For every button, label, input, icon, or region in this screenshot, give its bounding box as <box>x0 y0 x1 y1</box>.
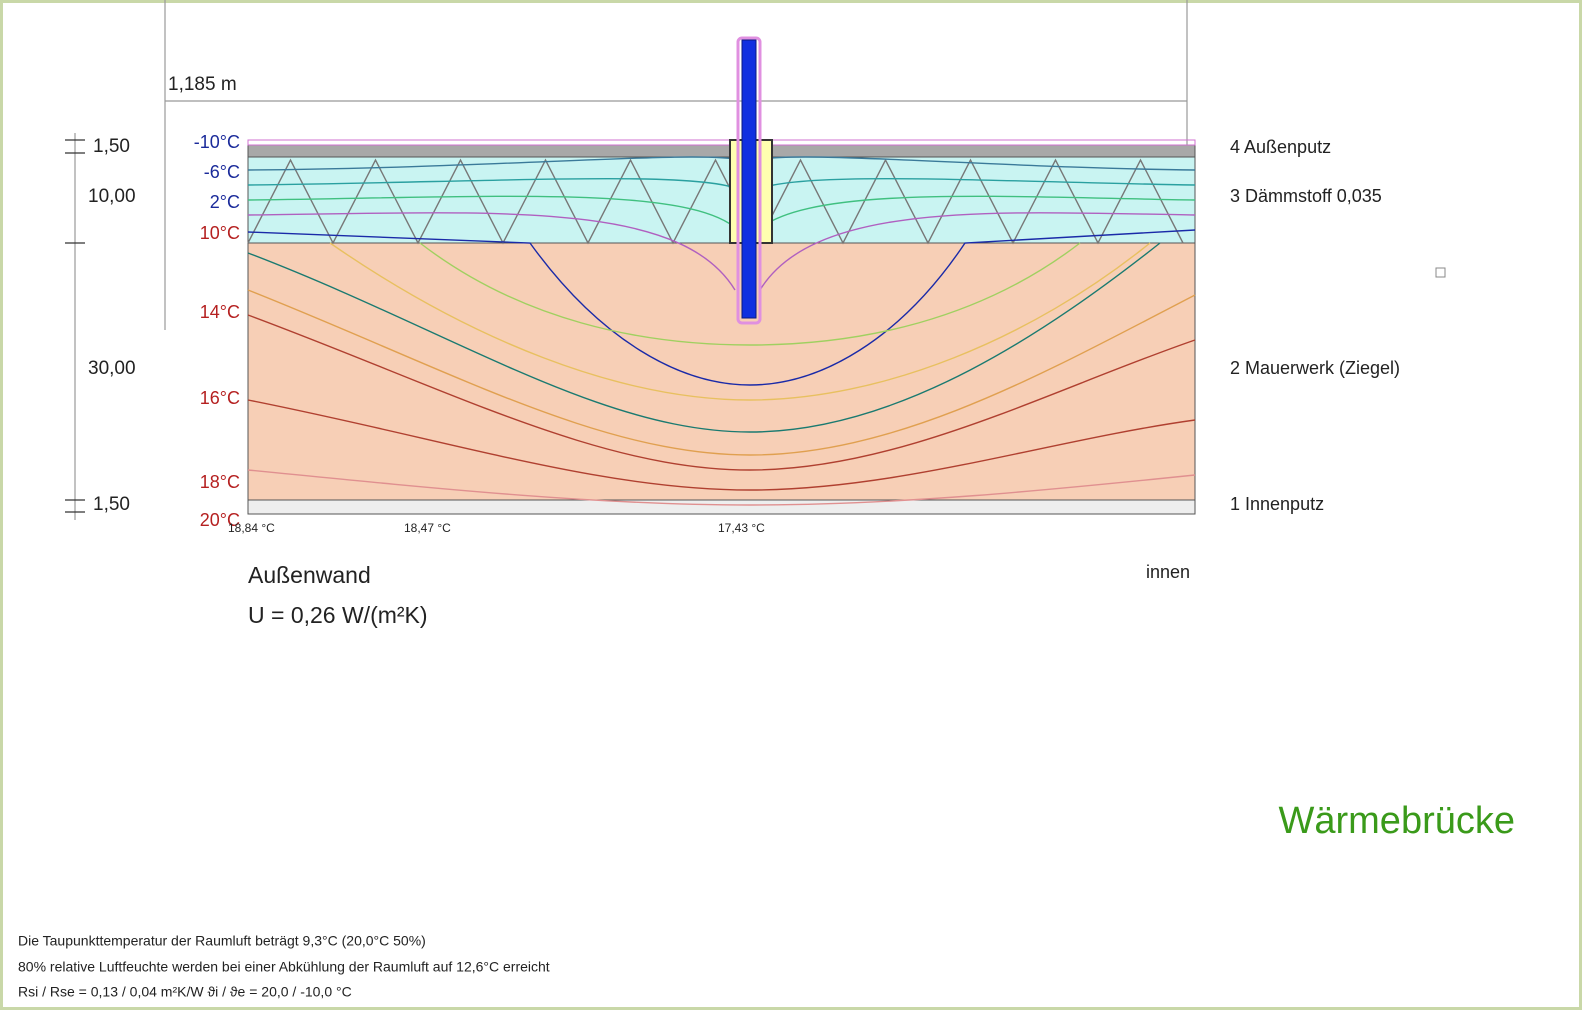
thickness-label: 30,00 <box>88 358 136 379</box>
isotherm-label: 14°C <box>200 302 240 322</box>
thickness-label: 10,00 <box>88 186 136 207</box>
side-label: innen <box>1146 562 1190 582</box>
layer-insulation <box>248 157 1195 243</box>
width-label: 1,185 m <box>168 74 237 95</box>
surface-temperature: 17,43 °C <box>718 521 765 535</box>
surface-temperature: 18,84 °C <box>228 521 275 535</box>
note: Die Taupunkttemperatur der Raumluft betr… <box>18 933 426 949</box>
u-value: U = 0,26 W/(m²K) <box>248 602 428 628</box>
isotherm-label: 16°C <box>200 388 240 408</box>
layer-inner-plaster <box>248 500 1195 514</box>
anchor <box>742 40 756 318</box>
layer-name: 1 Innenputz <box>1230 494 1324 514</box>
layer-name: 2 Mauerwerk (Ziegel) <box>1230 358 1400 378</box>
isotherm-label: -10°C <box>194 132 240 152</box>
surface-temperature: 18,47 °C <box>404 521 451 535</box>
checkbox[interactable] <box>1436 268 1445 277</box>
outer-isotherm <box>248 140 1195 145</box>
thickness-label: 1,50 <box>93 136 130 157</box>
layer-name: 3 Dämmstoff 0,035 <box>1230 186 1382 206</box>
isotherm-label: 18°C <box>200 472 240 492</box>
page: 1,185 m 1,50 10,00 30,00 1,50 4 Außenput… <box>0 0 1582 1010</box>
layer-name: 4 Außenputz <box>1230 137 1331 157</box>
isotherm-label: -6°C <box>204 162 240 182</box>
note: Rsi / Rse = 0,13 / 0,04 m²K/W ϑi / ϑe = … <box>18 984 352 1000</box>
isotherm-label: 10°C <box>200 223 240 243</box>
isotherm-label: 2°C <box>210 192 240 212</box>
badge: Wärmebrücke <box>1279 800 1516 842</box>
note: 80% relative Luftfeuchte werden bei eine… <box>18 959 550 975</box>
thickness-label: 1,50 <box>93 494 130 515</box>
layer-outer-plaster <box>248 145 1195 157</box>
title: Außenwand <box>248 562 371 588</box>
